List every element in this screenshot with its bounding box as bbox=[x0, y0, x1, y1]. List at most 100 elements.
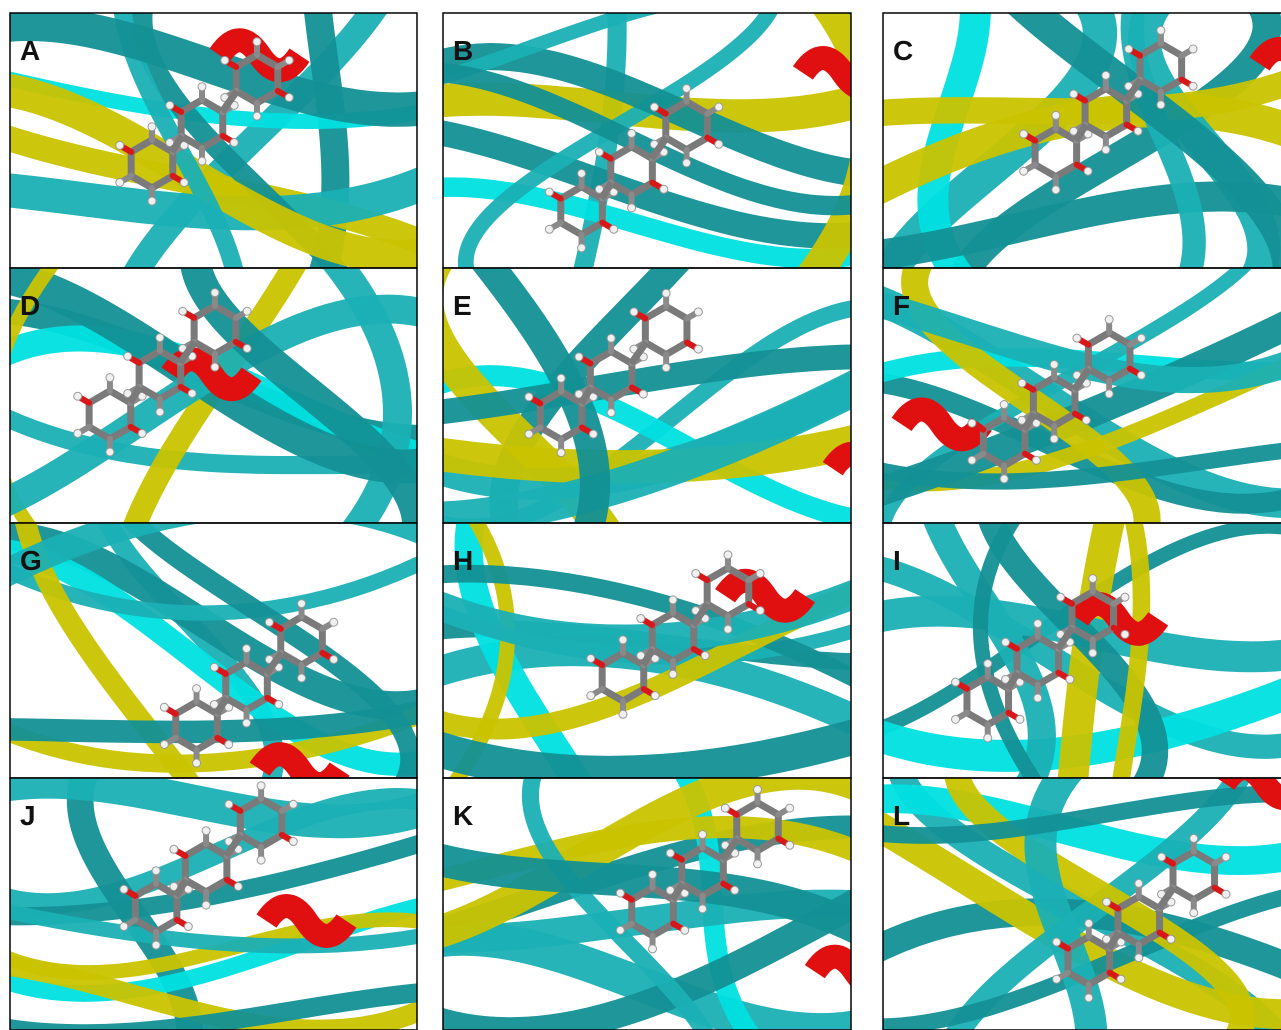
atom bbox=[1120, 592, 1130, 602]
molecule-bond bbox=[1054, 625, 1076, 651]
ribbon bbox=[1024, 778, 1108, 1030]
atom bbox=[755, 606, 765, 616]
atom bbox=[1104, 389, 1114, 399]
ribbon bbox=[10, 787, 417, 914]
atom bbox=[73, 391, 83, 401]
atom bbox=[661, 288, 671, 298]
atom bbox=[680, 925, 690, 935]
atom bbox=[1134, 953, 1144, 963]
atom bbox=[151, 940, 161, 950]
atom bbox=[618, 635, 628, 645]
atom bbox=[147, 196, 157, 206]
atom bbox=[1101, 145, 1111, 155]
atom bbox=[178, 306, 188, 316]
atom bbox=[1051, 110, 1061, 120]
panel-label: I bbox=[893, 545, 901, 576]
atom bbox=[1084, 993, 1094, 1003]
atom bbox=[329, 654, 339, 664]
atom bbox=[544, 187, 554, 197]
panel bbox=[10, 268, 417, 523]
atom bbox=[137, 428, 147, 438]
atom bbox=[1017, 378, 1027, 388]
atom bbox=[1134, 878, 1144, 888]
atom bbox=[192, 684, 202, 694]
atom bbox=[252, 111, 262, 121]
atom bbox=[1001, 637, 1011, 647]
atom bbox=[201, 826, 211, 836]
ribbon bbox=[443, 369, 851, 523]
ribbon bbox=[10, 523, 417, 587]
panel-label: L bbox=[893, 800, 910, 831]
atom bbox=[577, 168, 587, 178]
atom bbox=[648, 944, 658, 954]
atom bbox=[1124, 44, 1134, 54]
atom bbox=[700, 651, 710, 661]
panel-label: C bbox=[893, 35, 913, 66]
atom bbox=[1083, 166, 1093, 176]
molecule-bond bbox=[628, 340, 649, 366]
ribbon bbox=[443, 564, 851, 687]
molecule-bond bbox=[213, 695, 230, 716]
atom bbox=[1088, 648, 1098, 658]
atom bbox=[730, 885, 740, 895]
atom bbox=[638, 389, 648, 399]
atom bbox=[649, 102, 659, 112]
atom bbox=[1156, 100, 1166, 110]
atom bbox=[1120, 629, 1130, 639]
molecule-bond bbox=[1004, 670, 1021, 691]
ribbon bbox=[10, 13, 417, 127]
molecule-bond bbox=[719, 836, 741, 862]
atom bbox=[627, 203, 637, 213]
atom bbox=[1166, 934, 1176, 944]
atom bbox=[288, 837, 298, 847]
ribbon bbox=[521, 778, 714, 1030]
atom bbox=[1031, 455, 1041, 465]
panel-label: E bbox=[453, 290, 472, 321]
atom bbox=[967, 455, 977, 465]
atom bbox=[682, 158, 692, 168]
atom bbox=[233, 882, 243, 892]
atom bbox=[119, 922, 129, 932]
atom bbox=[755, 568, 765, 578]
panel-border bbox=[9, 777, 418, 1030]
atom bbox=[650, 691, 660, 701]
ribbon bbox=[10, 912, 417, 980]
atom bbox=[609, 224, 619, 234]
atom bbox=[242, 718, 252, 728]
atom bbox=[1084, 918, 1094, 928]
panel-label: A bbox=[20, 35, 40, 66]
molecule-bond bbox=[219, 88, 240, 114]
ribbon bbox=[1120, 13, 1206, 268]
helix bbox=[1068, 592, 1169, 646]
atom bbox=[297, 673, 307, 683]
helix bbox=[715, 568, 816, 623]
helix bbox=[1249, 37, 1281, 72]
atom bbox=[665, 848, 675, 858]
atom bbox=[73, 428, 83, 438]
atom bbox=[197, 82, 207, 92]
atom bbox=[209, 662, 219, 672]
panel-border bbox=[882, 777, 1281, 1030]
panel bbox=[10, 523, 417, 778]
panel-label: H bbox=[453, 545, 473, 576]
atom bbox=[661, 363, 671, 373]
atom bbox=[1051, 185, 1061, 195]
panel bbox=[443, 523, 851, 778]
atom bbox=[1157, 852, 1167, 862]
atom bbox=[1033, 619, 1043, 629]
panel bbox=[883, 13, 1281, 268]
atom bbox=[197, 156, 207, 166]
helix bbox=[822, 441, 851, 476]
atom bbox=[999, 400, 1009, 410]
molecule-bond bbox=[1072, 122, 1089, 143]
atom bbox=[691, 568, 701, 578]
atom bbox=[693, 344, 703, 354]
atom bbox=[999, 474, 1009, 484]
atom bbox=[615, 925, 625, 935]
helix bbox=[891, 397, 992, 452]
atom bbox=[210, 362, 220, 372]
atom bbox=[615, 888, 625, 898]
atom bbox=[159, 739, 169, 749]
molecule-bond bbox=[648, 135, 670, 161]
